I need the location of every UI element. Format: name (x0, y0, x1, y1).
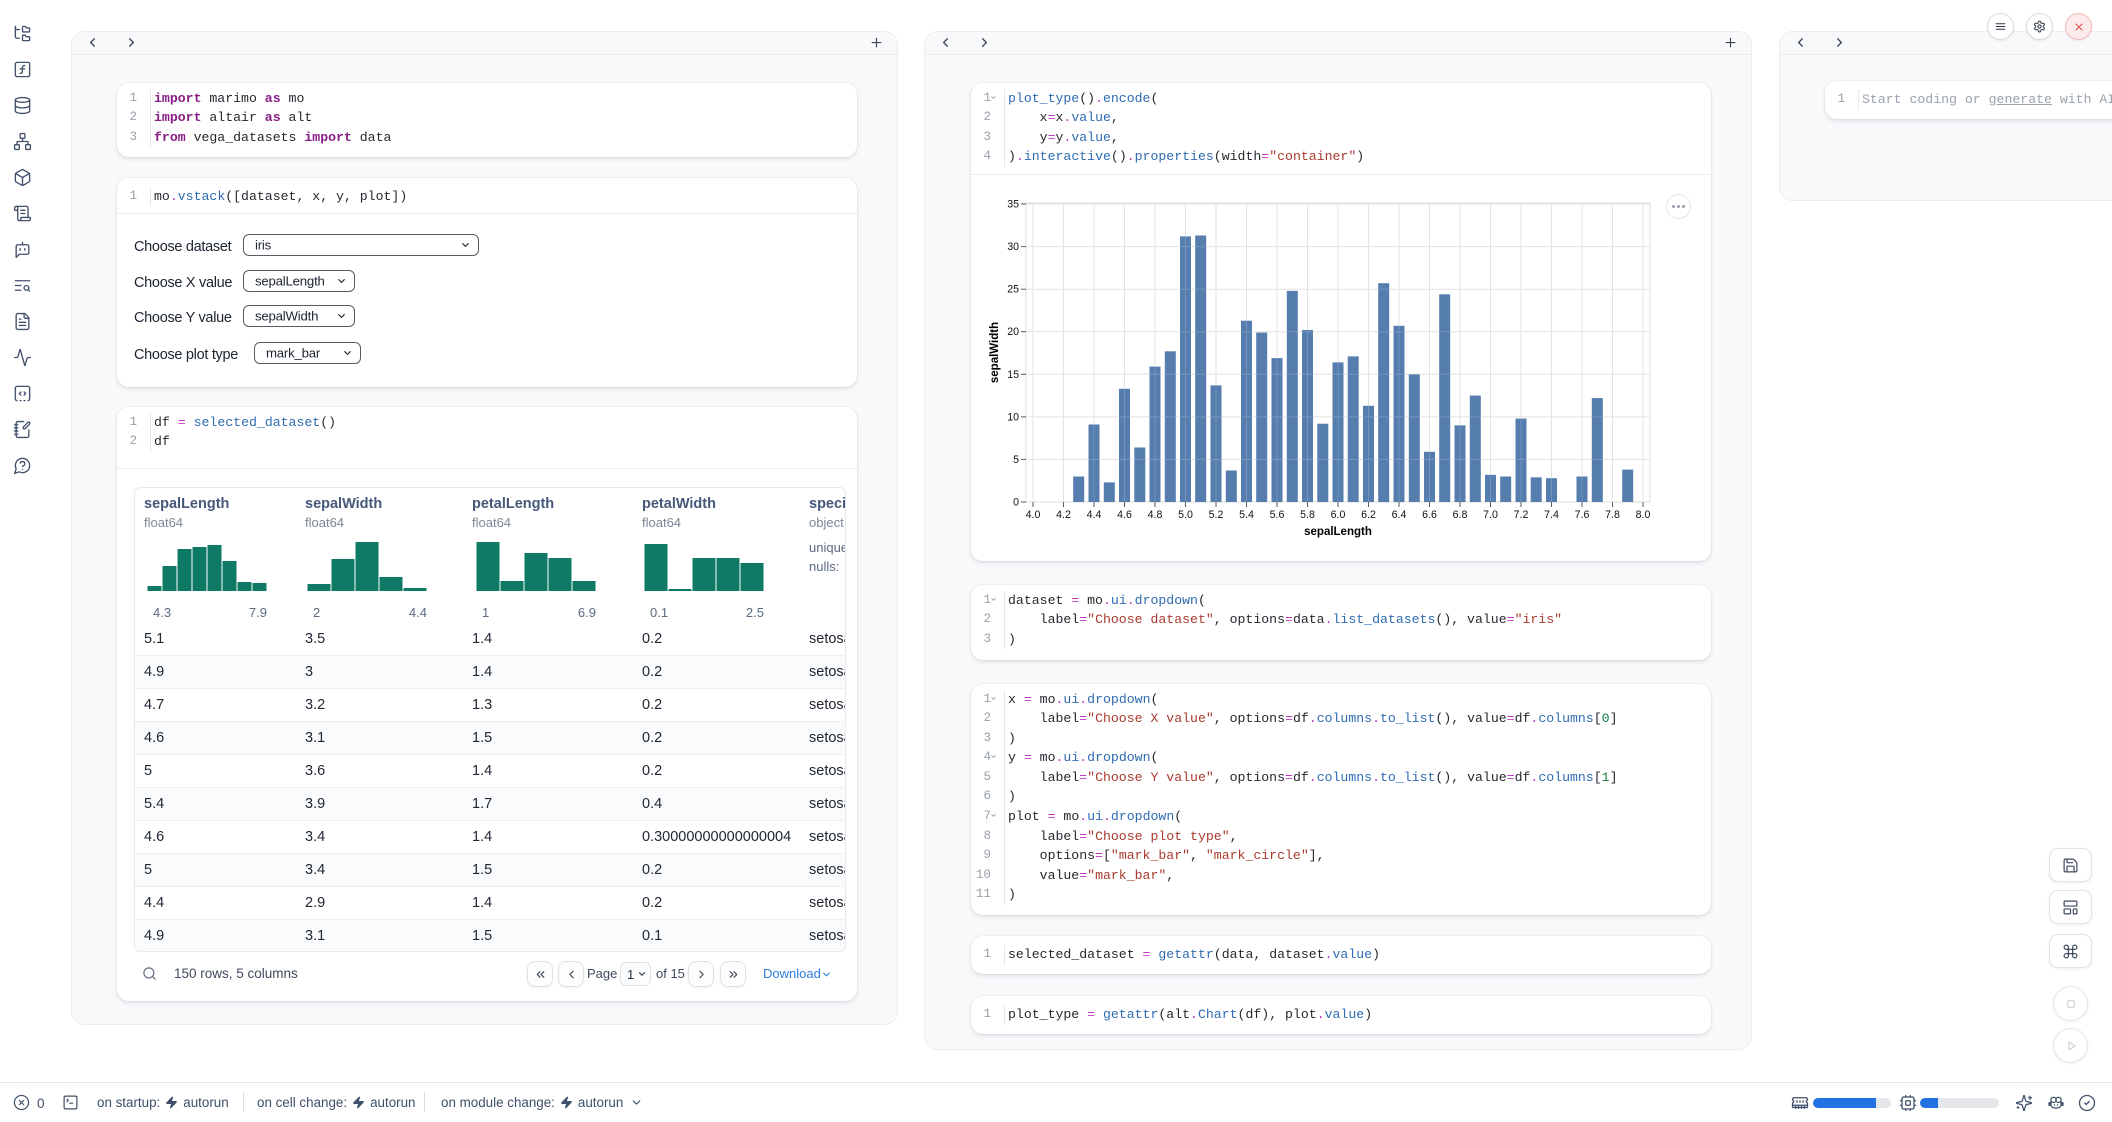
svg-text:4.4: 4.4 (1087, 509, 1102, 521)
svg-text:20: 20 (1007, 326, 1019, 338)
svg-text:5.8: 5.8 (1300, 509, 1315, 521)
svg-text:10: 10 (1007, 411, 1019, 423)
svg-text:sepalLength: sepalLength (1304, 526, 1372, 538)
svg-text:6.0: 6.0 (1331, 509, 1346, 521)
svg-text:7.4: 7.4 (1544, 509, 1559, 521)
svg-text:35: 35 (1007, 199, 1019, 211)
svg-text:7.0: 7.0 (1483, 509, 1498, 521)
svg-text:4.2: 4.2 (1056, 509, 1071, 521)
svg-text:5.4: 5.4 (1239, 509, 1254, 521)
svg-text:30: 30 (1007, 241, 1019, 253)
svg-text:4.8: 4.8 (1148, 509, 1163, 521)
svg-text:5.2: 5.2 (1209, 509, 1224, 521)
svg-text:6.2: 6.2 (1361, 509, 1376, 521)
svg-text:5.6: 5.6 (1270, 509, 1285, 521)
svg-text:7.8: 7.8 (1605, 509, 1620, 521)
svg-text:5.0: 5.0 (1178, 509, 1193, 521)
svg-text:0: 0 (1013, 497, 1019, 509)
svg-text:8.0: 8.0 (1636, 509, 1651, 521)
svg-text:6.4: 6.4 (1392, 509, 1407, 521)
svg-text:6.6: 6.6 (1422, 509, 1437, 521)
svg-text:sepalWidth: sepalWidth (989, 322, 1001, 383)
svg-text:7.6: 7.6 (1575, 509, 1590, 521)
svg-text:5: 5 (1013, 454, 1019, 466)
svg-text:7.2: 7.2 (1514, 509, 1529, 521)
svg-text:4.0: 4.0 (1026, 509, 1041, 521)
svg-text:25: 25 (1007, 284, 1019, 296)
svg-text:15: 15 (1007, 369, 1019, 381)
svg-text:6.8: 6.8 (1453, 509, 1468, 521)
svg-text:4.6: 4.6 (1117, 509, 1132, 521)
